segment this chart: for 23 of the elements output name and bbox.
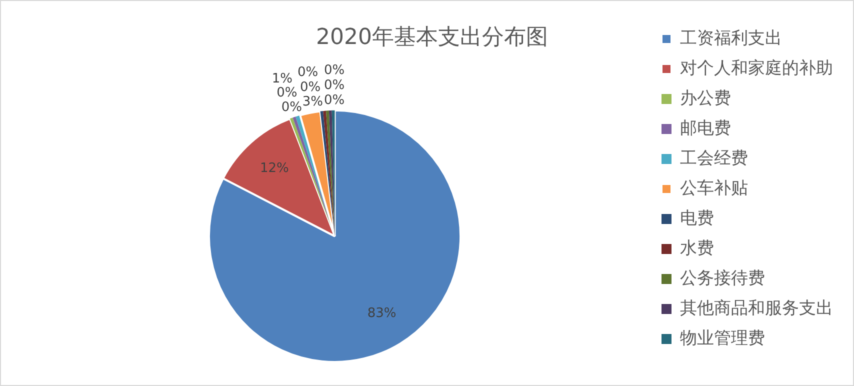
legend-label: 物业管理费 <box>680 328 765 348</box>
legend-label: 工会经费 <box>680 148 748 168</box>
data-label: 0% <box>281 100 302 115</box>
legend-label: 其他商品和服务支出 <box>680 298 833 318</box>
data-label: 0% <box>300 80 321 95</box>
legend-label: 水费 <box>680 238 714 258</box>
legend-label: 公车补贴 <box>680 178 748 198</box>
data-label: 83% <box>367 306 396 321</box>
legend-label: 邮电费 <box>680 118 731 138</box>
data-label: 0% <box>324 78 345 93</box>
data-label: 3% <box>302 94 324 110</box>
data-label: 0% <box>324 92 345 108</box>
data-label: 0% <box>298 64 318 80</box>
chart-title: 2020年基本支出分布图 <box>316 24 548 50</box>
legend-label: 公务接待费 <box>680 268 765 288</box>
legend-label: 电费 <box>680 208 714 228</box>
data-label: 0% <box>324 62 345 78</box>
legend-label: 办公费 <box>680 88 731 108</box>
data-label: 0% <box>276 86 298 101</box>
legend-label: 对个人和家庭的补助 <box>680 58 833 78</box>
legend-label: 工资福利支出 <box>680 28 782 48</box>
data-label: 12% <box>260 161 289 176</box>
data-label: 1% <box>272 71 292 86</box>
